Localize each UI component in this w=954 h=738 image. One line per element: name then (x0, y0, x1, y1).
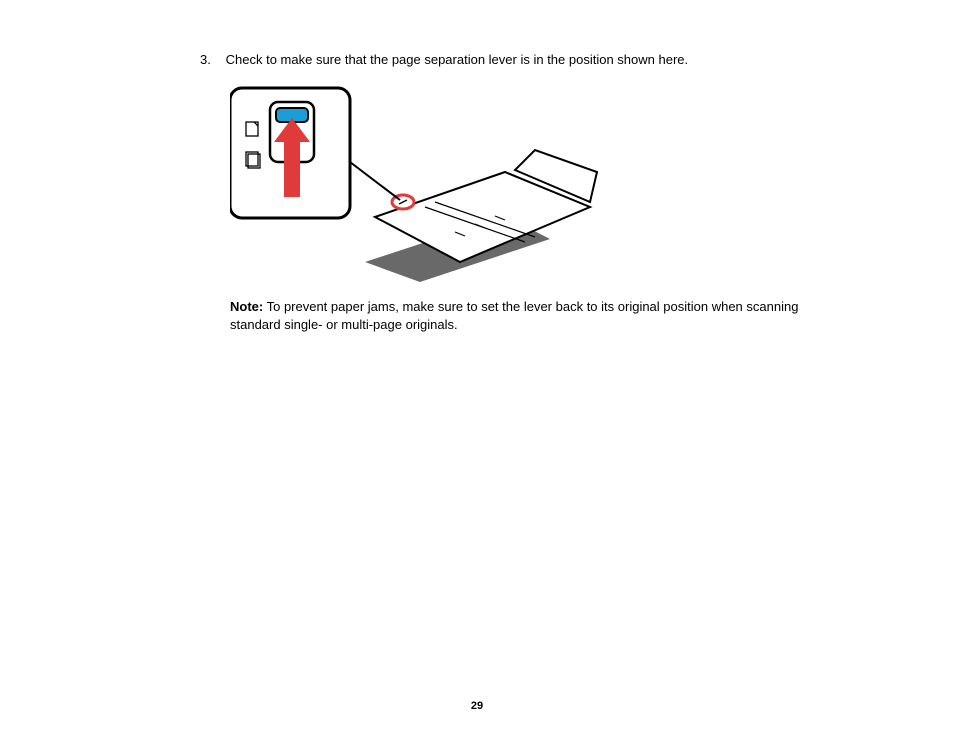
figure-svg (230, 82, 600, 282)
step-text: Check to make sure that the page separat… (226, 52, 821, 69)
figure (230, 82, 600, 282)
step-number: 3. (200, 52, 222, 69)
note-label: Note: (230, 299, 263, 314)
page-number: 29 (0, 700, 954, 712)
note-text: To prevent paper jams, make sure to set … (230, 299, 798, 332)
scanner-illustration (365, 150, 597, 282)
callout (230, 88, 350, 218)
document-page: 3. Check to make sure that the page sepa… (0, 0, 954, 738)
callout-leader-line (350, 162, 400, 200)
step-item: 3. Check to make sure that the page sepa… (200, 52, 825, 69)
note-block: Note: To prevent paper jams, make sure t… (230, 298, 825, 333)
